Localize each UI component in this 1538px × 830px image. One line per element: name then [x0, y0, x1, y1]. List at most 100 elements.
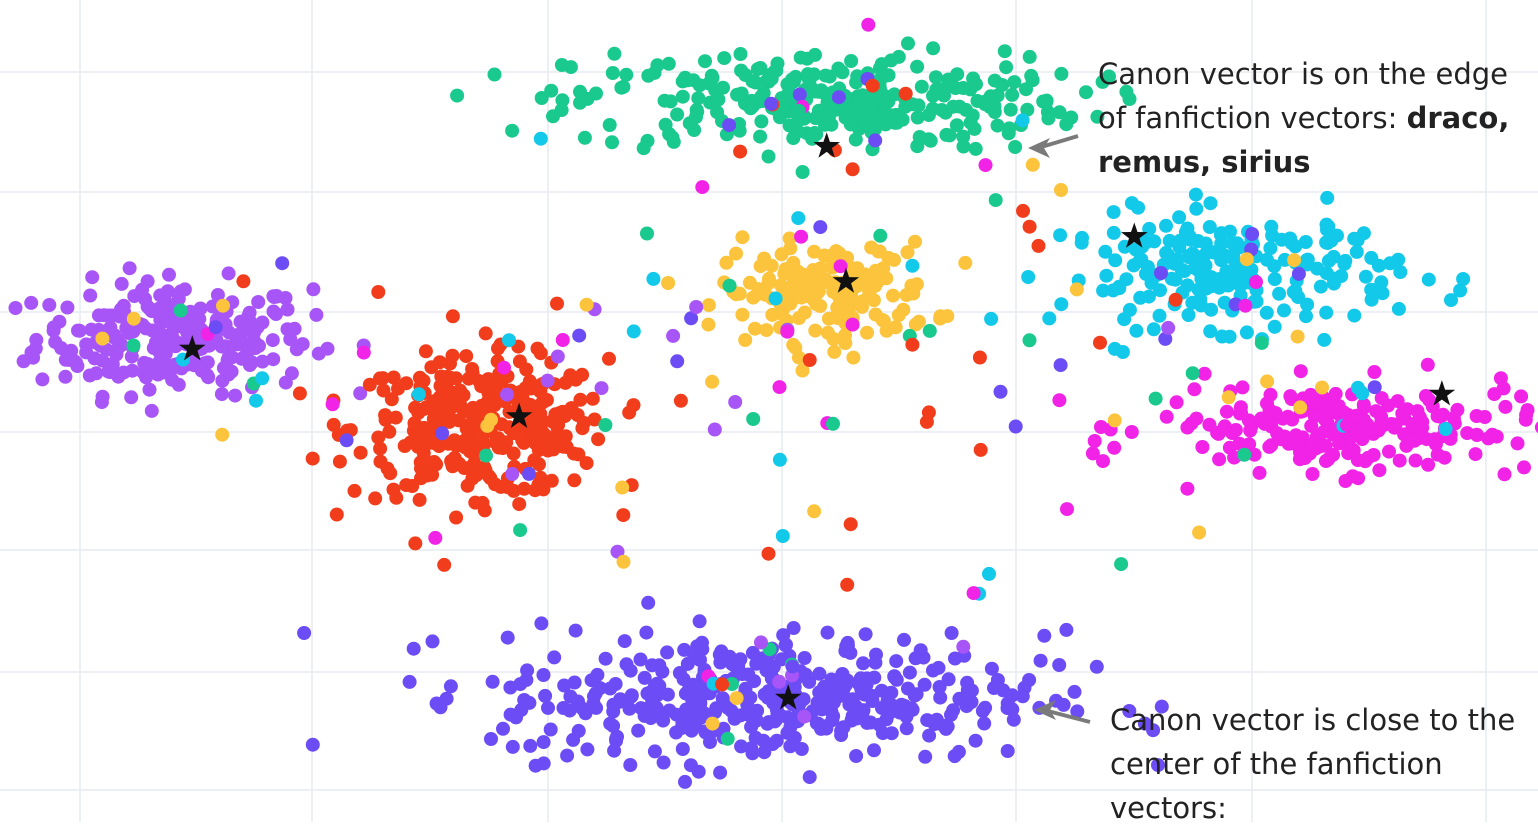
fanfiction-point [786, 74, 801, 89]
fanfiction-point [515, 433, 530, 448]
fanfiction-point [1430, 447, 1445, 462]
canon-star [774, 684, 802, 710]
fanfiction-point [1041, 111, 1056, 126]
fanfiction-point [1453, 283, 1468, 298]
fanfiction-point [500, 480, 515, 495]
fanfiction-point [1315, 380, 1329, 395]
fanfiction-point [1293, 400, 1308, 415]
fanfiction-point [602, 351, 616, 366]
fanfiction-point [963, 82, 978, 97]
fanfiction-point [858, 627, 873, 642]
fanfiction-point [505, 739, 520, 754]
fanfiction-point [541, 700, 555, 715]
fanfiction-point [1300, 297, 1315, 312]
fanfiction-point [1160, 247, 1175, 262]
fanfiction-point [89, 366, 104, 381]
fanfiction-point [538, 688, 553, 703]
fanfiction-point [730, 87, 745, 102]
fanfiction-point [906, 286, 921, 301]
fanfiction-point [1168, 292, 1183, 307]
fanfiction-point [429, 696, 444, 711]
fanfiction-point [480, 418, 495, 433]
fanfiction-point [1169, 395, 1184, 410]
fanfiction-point [891, 49, 906, 64]
fanfiction-point [567, 473, 582, 488]
fanfiction-point [1192, 525, 1207, 540]
fanfiction-point [1245, 227, 1260, 241]
fanfiction-point [960, 683, 975, 698]
fanfiction-point [1277, 303, 1291, 318]
fanfiction-point [572, 328, 587, 343]
fanfiction-point [432, 390, 447, 405]
fanfiction-point [802, 770, 817, 785]
fanfiction-point [1056, 697, 1071, 712]
fanfiction-point [1181, 308, 1196, 322]
fanfiction-point [1181, 248, 1196, 263]
fanfiction-point [216, 298, 230, 313]
fanfiction-point [843, 517, 858, 532]
fanfiction-point [745, 746, 760, 761]
fanfiction-point [523, 738, 538, 753]
fanfiction-point [1422, 393, 1437, 408]
fanfiction-point [251, 295, 266, 309]
fanfiction-point [1510, 436, 1525, 451]
fanfiction-point [208, 320, 223, 335]
fanfiction-point [615, 480, 630, 495]
fanfiction-point [725, 677, 739, 691]
fanfiction-point [1007, 75, 1022, 90]
fanfiction-point [266, 304, 281, 319]
fanfiction-point [1421, 457, 1436, 472]
fanfiction-point [681, 683, 696, 697]
fanfiction-point [929, 712, 944, 727]
fanfiction-point [412, 492, 427, 507]
fanfiction-point [728, 395, 743, 409]
fanfiction-point [579, 456, 594, 471]
fanfiction-point [984, 311, 999, 326]
fanfiction-point [802, 674, 817, 689]
fanfiction-point [809, 297, 824, 312]
fanfiction-point [840, 577, 855, 592]
fanfiction-point [460, 478, 475, 493]
fanfiction-point [753, 129, 768, 144]
fanfiction-point [743, 96, 758, 111]
fanfiction-point [116, 298, 131, 313]
fanfiction-point [833, 259, 848, 274]
fanfiction-point [660, 645, 675, 660]
fanfiction-point [808, 323, 823, 338]
fanfiction-point [1070, 704, 1085, 719]
fanfiction-point [200, 355, 215, 370]
fanfiction-point [266, 289, 281, 304]
fanfiction-point [1320, 190, 1335, 205]
fanfiction-point [1372, 463, 1387, 478]
fanfiction-point [926, 41, 941, 56]
fanfiction-point [139, 370, 154, 385]
fanfiction-point [384, 392, 399, 407]
fanfiction-point [636, 141, 651, 156]
fanfiction-point [1202, 220, 1217, 234]
fanfiction-point [800, 67, 815, 82]
fanfiction-point [1180, 278, 1195, 293]
fanfiction-point [1024, 68, 1039, 83]
fanfiction-point [165, 330, 180, 345]
fanfiction-point [902, 665, 917, 680]
fanfiction-point [939, 80, 954, 95]
fanfiction-point [877, 88, 892, 103]
fanfiction-point [1237, 447, 1252, 462]
fanfiction-point [121, 326, 136, 341]
fanfiction-point [831, 90, 846, 105]
fanfiction-point [265, 333, 280, 348]
fanfiction-point [838, 336, 853, 350]
fanfiction-point [1122, 704, 1137, 718]
fanfiction-point [987, 681, 1001, 695]
fanfiction-point [1229, 257, 1244, 272]
fanfiction-point [1054, 66, 1069, 81]
fanfiction-point [689, 110, 703, 124]
fanfiction-point [705, 716, 720, 731]
fanfiction-point [729, 246, 743, 261]
fanfiction-point [793, 50, 808, 65]
fanfiction-point [144, 403, 159, 418]
fanfiction-point [503, 680, 518, 695]
fanfiction-point [854, 682, 869, 697]
fanfiction-point [506, 446, 521, 461]
fanfiction-point [1067, 684, 1082, 699]
